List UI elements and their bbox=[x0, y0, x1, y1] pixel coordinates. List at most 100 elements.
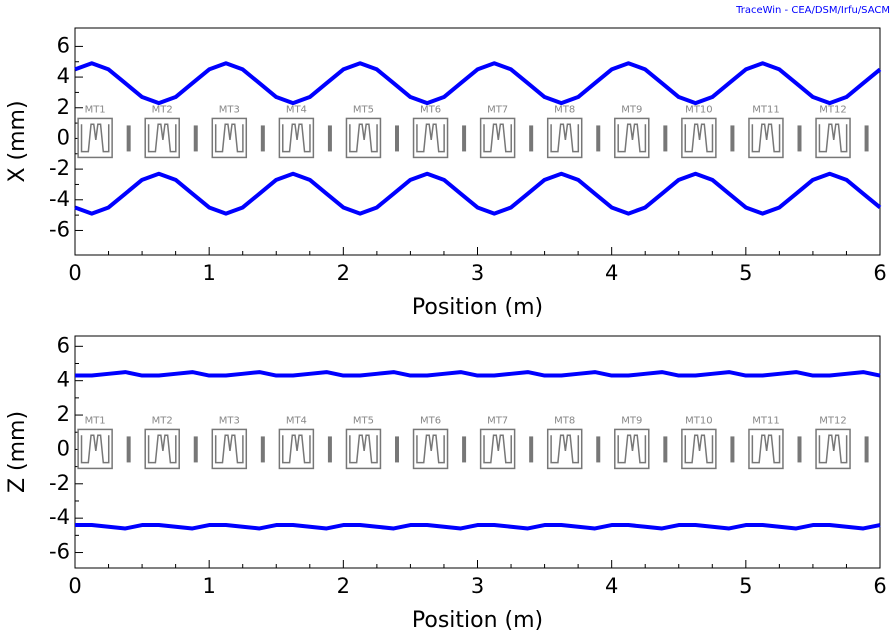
y-axis-title: X (mm) bbox=[5, 100, 30, 182]
element-label: MT5 bbox=[353, 104, 374, 115]
quad bbox=[529, 125, 534, 152]
element-label: MT10 bbox=[685, 415, 712, 426]
element-shape bbox=[214, 434, 244, 464]
y-tick-label: 6 bbox=[57, 333, 70, 357]
envelope-line bbox=[75, 370, 881, 378]
element-shape bbox=[349, 123, 378, 153]
element-shape bbox=[80, 434, 110, 464]
quad bbox=[327, 125, 332, 152]
element-label: MT8 bbox=[554, 104, 575, 115]
element-shape bbox=[282, 123, 311, 153]
y-tick-label: -4 bbox=[49, 187, 70, 211]
quad bbox=[126, 436, 131, 463]
element-shape bbox=[214, 123, 244, 153]
x-tick-label: 6 bbox=[873, 261, 886, 285]
y-tick-label: 4 bbox=[57, 64, 70, 88]
y-tick-label: 0 bbox=[57, 125, 70, 149]
element-shape bbox=[483, 434, 512, 464]
element-shape bbox=[617, 123, 647, 153]
y-tick-label: 2 bbox=[57, 402, 70, 426]
quad bbox=[395, 436, 399, 463]
quad bbox=[864, 436, 869, 463]
quad bbox=[395, 125, 399, 152]
x-axis-title: Position (m) bbox=[412, 295, 543, 320]
x-tick-label: 4 bbox=[605, 261, 618, 285]
element-label: MT2 bbox=[152, 415, 173, 426]
quad bbox=[864, 125, 869, 152]
element-label: MT3 bbox=[219, 415, 240, 426]
element-label: MT2 bbox=[152, 104, 173, 115]
x-tick-label: 5 bbox=[739, 261, 752, 285]
element-shape bbox=[818, 434, 848, 464]
element-shape bbox=[147, 123, 177, 153]
element-shape bbox=[550, 434, 580, 464]
element-label: MT7 bbox=[487, 415, 508, 426]
element-label: MT12 bbox=[819, 104, 846, 115]
element-label: MT6 bbox=[420, 415, 441, 426]
plot-frame bbox=[74, 27, 881, 256]
element-label: MT6 bbox=[420, 104, 441, 115]
quad bbox=[730, 436, 735, 463]
y-tick-label: -2 bbox=[49, 471, 70, 495]
element-label: MT4 bbox=[286, 104, 307, 115]
element-label: MT5 bbox=[353, 415, 374, 426]
element-label: MT9 bbox=[621, 104, 642, 115]
element-shape bbox=[684, 123, 714, 153]
element-label: MT7 bbox=[487, 104, 508, 115]
x-tick-label: 2 bbox=[337, 261, 350, 285]
quad bbox=[797, 125, 802, 152]
quad bbox=[193, 436, 198, 463]
element-label: MT11 bbox=[752, 104, 779, 115]
quad bbox=[260, 125, 265, 152]
quad bbox=[797, 436, 802, 463]
quad bbox=[663, 436, 668, 463]
element-shape bbox=[282, 434, 311, 464]
x-axis-title: Position (m) bbox=[412, 608, 543, 633]
x-tick-label: 0 bbox=[68, 574, 81, 598]
x-tick-label: 1 bbox=[202, 261, 215, 285]
element-shape bbox=[617, 434, 647, 464]
element-shape bbox=[751, 123, 781, 153]
x-tick-label: 3 bbox=[471, 574, 484, 598]
quad bbox=[126, 125, 131, 152]
credit: TraceWin - CEA/DSM/Irfu/SACM bbox=[735, 5, 890, 16]
y-tick-label: -2 bbox=[49, 156, 70, 180]
element-shape bbox=[550, 123, 580, 153]
element-label: MT12 bbox=[819, 415, 846, 426]
element-label: MT3 bbox=[219, 104, 240, 115]
element-label: MT11 bbox=[752, 415, 779, 426]
element-label: MT1 bbox=[85, 415, 106, 426]
y-tick-label: 2 bbox=[57, 95, 70, 119]
y-tick-label: 0 bbox=[57, 436, 70, 460]
x-tick-label: 2 bbox=[337, 574, 350, 598]
x-tick-label: 1 bbox=[202, 574, 215, 598]
element-shape bbox=[147, 434, 177, 464]
element-label: MT9 bbox=[621, 415, 642, 426]
y-tick-label: 4 bbox=[57, 368, 70, 392]
plot-frame bbox=[74, 335, 881, 569]
element-label: MT1 bbox=[85, 104, 106, 115]
element-shape bbox=[80, 123, 110, 153]
quad bbox=[260, 436, 265, 463]
envelope-line bbox=[74, 171, 882, 216]
envelope-line bbox=[74, 61, 882, 106]
element-shape bbox=[483, 123, 512, 153]
quad bbox=[596, 436, 601, 463]
y-axis-title: Z (mm) bbox=[5, 411, 30, 493]
quad bbox=[193, 125, 198, 152]
x-tick-label: 5 bbox=[739, 574, 752, 598]
quad bbox=[663, 125, 668, 152]
element-shape bbox=[684, 434, 714, 464]
x-tick-label: 6 bbox=[873, 574, 886, 598]
element-label: MT10 bbox=[685, 104, 712, 115]
quad bbox=[529, 436, 534, 463]
x-tick-label: 4 bbox=[605, 574, 618, 598]
element-label: MT4 bbox=[286, 415, 307, 426]
element-label: MT8 bbox=[554, 415, 575, 426]
x-tick-label: 3 bbox=[471, 261, 484, 285]
y-tick-label: -6 bbox=[49, 217, 70, 241]
quad bbox=[596, 125, 601, 152]
element-shape bbox=[416, 434, 445, 464]
quad bbox=[730, 125, 735, 152]
